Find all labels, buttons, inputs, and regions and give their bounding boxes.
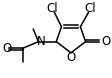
Text: N: N (37, 35, 46, 48)
Text: O: O (2, 42, 11, 55)
Text: O: O (101, 35, 111, 48)
Text: Cl: Cl (85, 2, 96, 15)
Text: Cl: Cl (46, 2, 58, 15)
Text: O: O (66, 51, 76, 64)
